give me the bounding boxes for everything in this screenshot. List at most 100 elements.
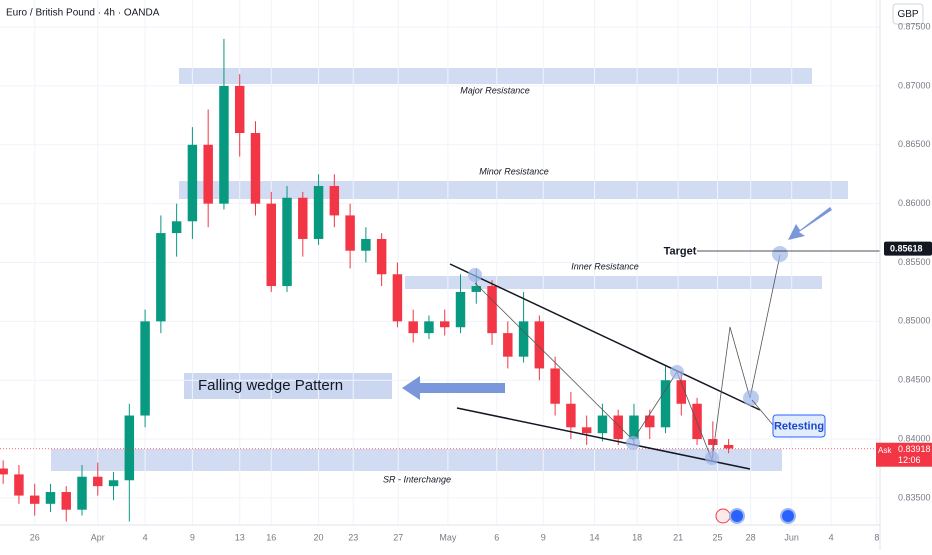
candle-body bbox=[61, 492, 71, 510]
candle-body bbox=[518, 321, 529, 357]
candle-body bbox=[187, 144, 198, 222]
x-tick-label: 16 bbox=[266, 532, 276, 542]
x-tick-label: 6 bbox=[494, 532, 499, 542]
x-tick-label: 18 bbox=[632, 532, 642, 542]
x-tick-label: 4 bbox=[829, 532, 834, 542]
pivot bbox=[772, 246, 788, 262]
plot bbox=[0, 0, 880, 525]
candle-body bbox=[408, 321, 418, 334]
y-tick-label: 0.86000 bbox=[898, 198, 931, 208]
candle-body bbox=[45, 492, 56, 504]
candle-body bbox=[171, 221, 182, 234]
candle-body bbox=[282, 197, 292, 287]
candle-body bbox=[14, 474, 24, 496]
x-tick-label: 21 bbox=[673, 532, 683, 542]
candle-body bbox=[234, 85, 245, 134]
candle-body bbox=[566, 403, 576, 428]
x-tick-label: 20 bbox=[314, 532, 324, 542]
pivot bbox=[626, 436, 640, 450]
candle-body bbox=[108, 480, 119, 487]
ask-timer: 12:06 bbox=[898, 455, 921, 465]
candle-body bbox=[424, 321, 434, 334]
pivot-circles bbox=[468, 246, 788, 465]
candle-body bbox=[345, 215, 355, 251]
currency: GBP bbox=[897, 9, 918, 20]
y-tick-label: 0.85500 bbox=[898, 257, 931, 267]
candle-body bbox=[266, 203, 276, 287]
candle-body bbox=[329, 185, 340, 216]
candle-body bbox=[140, 321, 150, 416]
x-tick-label: 25 bbox=[713, 532, 723, 542]
x-tick-label: 4 bbox=[143, 532, 148, 542]
x-tick-label: 23 bbox=[348, 532, 358, 542]
inner-label: Inner Resistance bbox=[571, 261, 639, 271]
candle-body bbox=[77, 476, 87, 510]
candle-body bbox=[392, 274, 403, 322]
x-tick-label: 9 bbox=[190, 532, 195, 542]
candle-body bbox=[629, 415, 639, 440]
retest-box bbox=[772, 414, 826, 438]
y-tick-label: 0.84500 bbox=[898, 375, 931, 385]
pattern-label: Falling wedge Pattern bbox=[198, 377, 343, 394]
sr-label: SR - Interchange bbox=[383, 474, 451, 484]
candle-body bbox=[676, 380, 687, 404]
retest-label: Retesting bbox=[774, 420, 824, 432]
candle-body bbox=[298, 197, 308, 239]
x-tick-label: 14 bbox=[590, 532, 600, 542]
event-icon[interactable] bbox=[729, 508, 745, 524]
minor-zone bbox=[179, 181, 848, 199]
pivot bbox=[705, 451, 719, 465]
target-price: 0.85618 bbox=[890, 243, 923, 253]
x-tick-label: 26 bbox=[30, 532, 40, 542]
pattern-box bbox=[184, 373, 392, 399]
candle-body bbox=[471, 286, 482, 292]
x-tick-label: 8 bbox=[874, 532, 879, 542]
candle-body bbox=[29, 495, 40, 504]
x-tick-label: May bbox=[439, 532, 457, 542]
major-zone bbox=[179, 68, 812, 84]
currency-box[interactable] bbox=[892, 3, 924, 25]
major-label: Major Resistance bbox=[460, 85, 530, 95]
x-tick-label: 9 bbox=[541, 532, 546, 542]
candle-body bbox=[708, 439, 718, 445]
candle-body bbox=[93, 476, 103, 487]
y-tick-label: 0.86500 bbox=[898, 139, 931, 149]
wedge-lower bbox=[456, 407, 751, 470]
pattern-arrow bbox=[402, 376, 505, 400]
inner-zone bbox=[405, 276, 822, 289]
event-icon[interactable] bbox=[715, 508, 731, 524]
candle-body bbox=[660, 380, 671, 428]
x-tick-label: 28 bbox=[746, 532, 756, 542]
y-tick-label: 0.84000 bbox=[898, 433, 931, 443]
x-tick-label: Jun bbox=[784, 532, 799, 542]
candle-body bbox=[203, 144, 213, 204]
ask-label: Ask bbox=[878, 446, 892, 455]
wedge-upper bbox=[449, 263, 761, 411]
candle-body bbox=[534, 321, 545, 369]
candle-body bbox=[219, 85, 229, 204]
candle-body bbox=[440, 321, 450, 328]
annotations bbox=[51, 68, 848, 471]
candle-body bbox=[0, 468, 8, 475]
x-tick-label: Apr bbox=[91, 532, 105, 542]
minor-label: Minor Resistance bbox=[479, 166, 549, 176]
x-tick-label: 27 bbox=[393, 532, 403, 542]
drawings bbox=[402, 207, 880, 470]
ask-box bbox=[876, 442, 932, 467]
event-icon[interactable] bbox=[780, 508, 796, 524]
candle-body bbox=[723, 444, 734, 449]
candle-body bbox=[376, 238, 387, 275]
y-tick-label: 0.87500 bbox=[898, 21, 931, 31]
pivot bbox=[743, 390, 759, 406]
pivot bbox=[468, 268, 482, 282]
candle-body bbox=[597, 415, 608, 434]
x-tick-label: 13 bbox=[235, 532, 245, 542]
candle-body bbox=[487, 286, 497, 334]
y-tick-label: 0.85000 bbox=[898, 316, 931, 326]
y-tick-label: 0.87000 bbox=[898, 80, 931, 90]
y-tick-label: 0.83500 bbox=[898, 492, 931, 502]
candle-body bbox=[124, 415, 135, 481]
candle-body bbox=[313, 185, 324, 239]
